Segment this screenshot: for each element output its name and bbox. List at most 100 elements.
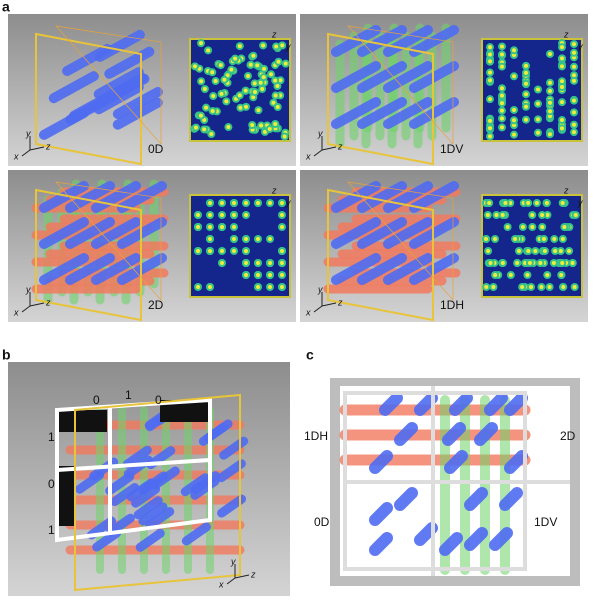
rod [383,181,433,213]
hot-spot [488,118,492,123]
hot-spot [269,72,274,77]
hot-spot [488,52,492,57]
hot-spot [488,70,492,75]
axis [234,574,250,579]
hot-spot [560,237,565,241]
axis-label: x [13,151,19,161]
hot-spot [500,108,504,113]
axis-label: z [337,297,343,307]
hot-spot [500,261,505,265]
hot-spot [280,201,284,205]
hot-spot [256,108,261,113]
hot-spot [488,134,492,139]
axis-label: x [305,151,311,161]
hot-spot [542,249,547,253]
hot-spot [512,74,516,79]
cube-frame [347,25,454,145]
hot-spot [560,126,564,131]
hot-spot [237,93,242,98]
rod [39,217,89,249]
hot-spot [219,91,224,96]
rod [369,502,393,526]
hot-spot [280,213,284,217]
hot-spot [560,64,564,69]
hot-spot [524,117,528,122]
hot-spot [244,201,248,205]
hot-spot [560,56,564,61]
rod [464,487,488,511]
cell-label: 0D [148,142,164,156]
heatmap-axis: y [577,197,583,207]
hot-spot [211,94,216,99]
axis [226,577,236,585]
rod [464,527,488,551]
axis [21,305,31,313]
hot-spot [244,261,248,265]
hot-spot [488,59,492,64]
rod [394,487,418,511]
rod [65,217,115,249]
hot-spot [560,84,564,89]
hot-spot [536,87,540,92]
hot-spot [280,273,284,277]
hot-spot [567,249,572,253]
rod [504,392,528,416]
hot-spot [545,273,550,277]
hot-spot [220,201,224,205]
hot-spot [232,237,236,241]
hot-spot [572,110,576,115]
hot-spot [244,104,249,109]
hot-spot [210,70,215,75]
rod [331,217,381,249]
hot-spot [198,41,203,46]
block [57,466,75,526]
cell-label: 1DV [440,142,463,156]
hot-spot [210,108,215,113]
cell-label: 1DH [440,298,464,312]
axis [313,149,323,157]
hot-spot [218,63,223,68]
axis-label: x [13,307,19,317]
hot-spot [275,105,280,110]
hot-spot [213,79,218,84]
cube-frame [327,188,434,322]
rod [504,450,528,474]
hot-spot [560,79,564,84]
hot-spot [256,237,260,241]
frame [74,393,241,592]
rod [216,459,246,483]
hot-spot [572,98,576,103]
hot-spot [273,121,278,126]
rod [92,528,122,552]
hot-spot [208,249,212,253]
hot-spot [255,63,260,68]
rod [48,71,99,104]
rod [499,487,523,511]
hot-spot [544,201,549,205]
rod [145,507,175,531]
hot-spot [573,213,578,217]
hot-spot [548,80,552,85]
hot-spot [560,118,564,123]
hot-spot [530,213,535,217]
hot-spot [220,249,224,253]
hot-spot [280,285,284,289]
rod [331,253,381,285]
col-label: 0 [48,477,55,491]
rod [439,532,463,556]
hot-spot [208,237,212,241]
hot-spot [260,86,265,91]
hot-spot [560,100,564,105]
hot-spot [199,79,204,84]
hot-spot [252,81,257,86]
hot-spot [261,75,266,80]
hot-spot [500,125,504,130]
hot-spot [505,225,510,229]
rod [383,61,433,93]
hot-spot [551,261,556,265]
hot-spot [536,130,540,135]
axis [321,146,337,151]
hot-spot [488,126,492,131]
hot-spot [562,225,567,229]
hot-spot [572,285,577,289]
